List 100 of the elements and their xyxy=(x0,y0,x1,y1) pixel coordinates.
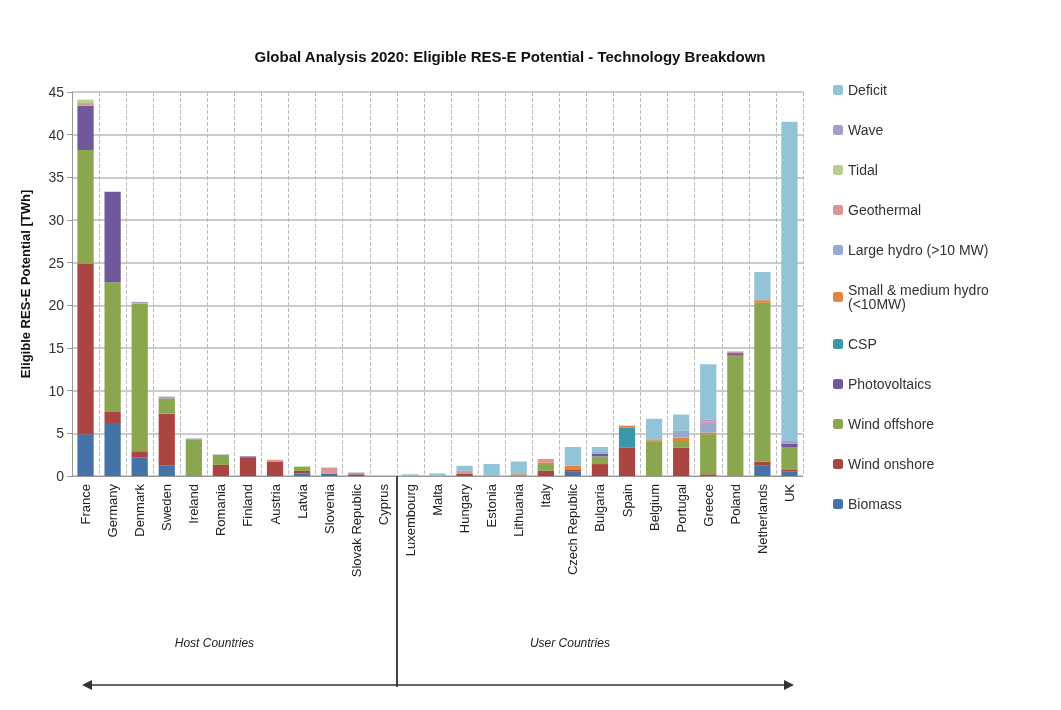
bar xyxy=(131,457,148,476)
x-tick-label: Belgium xyxy=(646,484,662,531)
x-tick-label: Estonia xyxy=(484,483,500,528)
x-tick-label: Germany xyxy=(105,483,121,538)
bar xyxy=(537,470,554,476)
text: User Countries xyxy=(529,636,610,650)
bar xyxy=(239,457,257,476)
bar xyxy=(673,430,690,438)
bar xyxy=(754,461,771,466)
x-tick-label: Slovak Republic xyxy=(348,483,364,578)
bar xyxy=(754,302,771,462)
bar xyxy=(618,447,636,476)
x-tick-label: Austria xyxy=(267,483,283,525)
bar xyxy=(131,451,148,458)
bar xyxy=(77,263,94,435)
legend-label: Tidal xyxy=(848,162,878,178)
bar xyxy=(754,272,771,301)
legend-label: Wind offshore xyxy=(848,416,935,432)
legend-label: Large hydro (>10 MW) xyxy=(848,242,989,258)
bar xyxy=(591,456,609,465)
y-axis-title: Eligible RES-E Potential [TWh] xyxy=(18,189,33,379)
bar xyxy=(510,461,527,475)
x-tick-label: Sweden xyxy=(159,484,175,531)
bar xyxy=(700,423,717,433)
bar xyxy=(618,427,636,448)
text: Host Countries xyxy=(174,636,255,650)
bar xyxy=(77,99,94,104)
x-tick-label: Finland xyxy=(240,484,256,527)
bar xyxy=(158,465,175,476)
bar xyxy=(781,471,798,476)
bar xyxy=(673,414,690,431)
bar xyxy=(537,464,554,471)
legend-label: CSP xyxy=(848,336,877,352)
legend-label: Wind onshore xyxy=(848,456,935,472)
x-tick-label: Spain xyxy=(619,484,635,518)
legend-label: Biomass xyxy=(848,496,902,512)
bar xyxy=(294,466,311,471)
bar xyxy=(185,439,202,476)
x-tick-label: Romania xyxy=(213,483,229,537)
bar xyxy=(483,464,500,476)
bar xyxy=(754,465,771,476)
bar xyxy=(564,446,581,466)
x-tick-label: Hungary xyxy=(457,483,473,534)
bar xyxy=(77,103,94,106)
y-tick-label: 25 xyxy=(48,254,65,271)
bar xyxy=(456,465,473,471)
bar xyxy=(781,121,798,442)
x-tick-label: Portugal xyxy=(673,483,689,533)
bar xyxy=(700,434,717,475)
bar xyxy=(77,150,94,264)
legend-label: Small & medium hydro (<10MW) xyxy=(848,282,993,312)
bar xyxy=(104,423,121,476)
y-tick-label: 45 xyxy=(48,84,65,100)
bar xyxy=(754,300,771,303)
bar xyxy=(77,105,94,151)
bar xyxy=(645,441,663,476)
x-tick-label: Slovenia xyxy=(321,483,337,534)
bar xyxy=(212,455,230,465)
x-tick-label: Ireland xyxy=(186,484,202,524)
x-tick-label: Latvia xyxy=(294,483,310,519)
legend-label: Deficit xyxy=(848,82,888,98)
x-tick-label: Malta xyxy=(430,483,445,516)
x-tick-label: Denmark xyxy=(132,483,148,537)
y-tick-label: 5 xyxy=(56,425,65,442)
bar xyxy=(158,398,175,414)
legend-label: Geothermal xyxy=(848,202,922,218)
bar xyxy=(131,303,148,452)
bar xyxy=(564,471,581,476)
bar xyxy=(673,447,690,476)
y-tick-label: 0 xyxy=(56,468,65,484)
x-tick-label: Netherlands xyxy=(754,483,770,555)
y-tick-label: 10 xyxy=(48,382,65,399)
bar xyxy=(321,467,338,474)
x-tick-label: Bulgaria xyxy=(592,483,608,532)
bar xyxy=(104,412,121,424)
y-tick-label: 20 xyxy=(48,297,65,314)
y-tick-label: 30 xyxy=(48,212,65,228)
chart-title: Global Analysis 2020: Eligible RES-E Potential - Technology Breakdown xyxy=(254,48,766,65)
bar xyxy=(104,191,121,283)
bar xyxy=(158,413,175,466)
x-tick-label: Greece xyxy=(700,484,716,527)
bar xyxy=(591,446,609,452)
x-tick-label: Luxembourg xyxy=(402,484,418,557)
x-tick-label: Lithuania xyxy=(511,483,527,537)
x-tick-label: Italy xyxy=(538,483,554,508)
bar xyxy=(77,434,94,476)
bar xyxy=(700,364,717,420)
bar xyxy=(727,355,744,476)
x-tick-label: UK xyxy=(781,483,797,503)
x-tick-label: Poland xyxy=(727,484,743,525)
bar xyxy=(591,464,609,476)
x-tick-label: Cyprus xyxy=(375,483,391,526)
bar xyxy=(321,473,338,476)
y-tick-label: 35 xyxy=(48,169,65,186)
bar xyxy=(104,282,121,412)
legend-label: Wave xyxy=(848,122,884,138)
legend-label: Photovoltaics xyxy=(848,376,932,392)
bar xyxy=(212,464,230,476)
bar xyxy=(781,446,798,471)
x-tick-label: France xyxy=(78,484,94,525)
